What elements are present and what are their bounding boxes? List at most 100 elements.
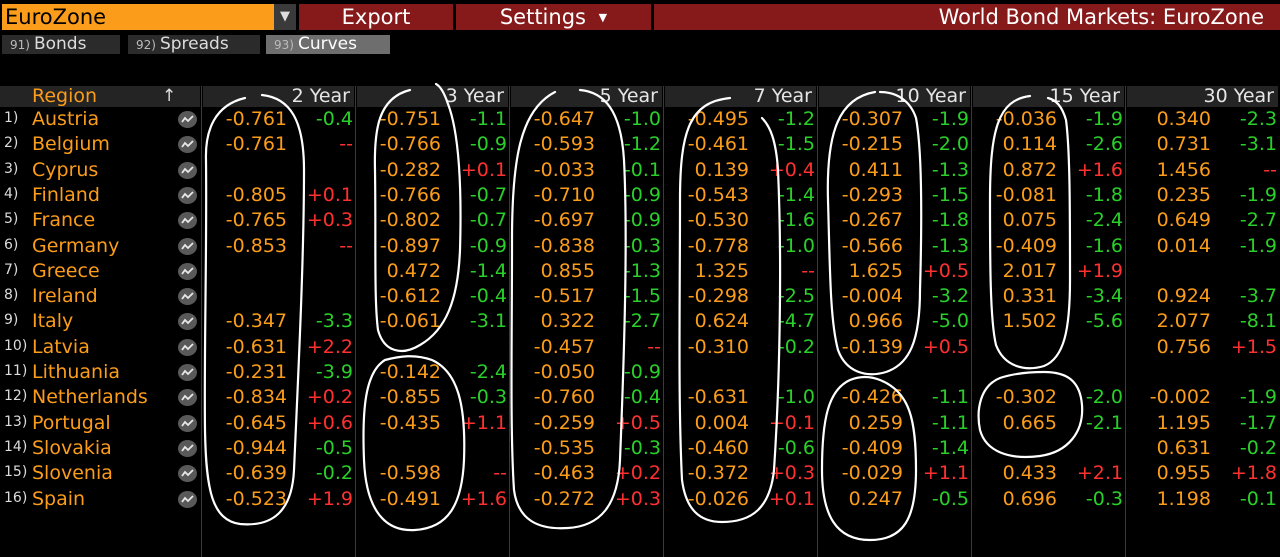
- column-header-15y[interactable]: 15 Year: [973, 86, 1124, 107]
- chart-icon[interactable]: [178, 136, 197, 154]
- yield-value[interactable]: -0.530: [687, 209, 749, 232]
- yield-value[interactable]: -0.460: [687, 436, 749, 459]
- yield-value[interactable]: 0.139: [694, 158, 749, 181]
- yield-value[interactable]: -0.838: [533, 234, 595, 257]
- yield-value[interactable]: -0.491: [379, 487, 441, 510]
- yield-value[interactable]: -0.897: [379, 234, 441, 257]
- yield-value[interactable]: -0.631: [687, 386, 749, 409]
- dropdown-arrow-icon[interactable]: ▼: [274, 4, 296, 30]
- yield-value[interactable]: -0.426: [841, 386, 903, 409]
- yield-value[interactable]: 0.433: [1002, 462, 1057, 485]
- yield-value[interactable]: 0.924: [1156, 285, 1211, 308]
- chart-icon[interactable]: [178, 338, 197, 356]
- yield-value[interactable]: -0.761: [225, 133, 287, 156]
- table-row[interactable]: 7) Greece 0.472 -1.4 0.855 -1.3 1.325 -- 1.625 +0…: [0, 259, 1280, 284]
- table-row[interactable]: 16) Spain -0.523 +1.9 -0.491 +1.6 -0.272 +0.3 -0…: [0, 487, 1280, 512]
- table-row[interactable]: 8) Ireland -0.612 -0.4 -0.517 -1.5 -0.298 -2.5 -…: [0, 284, 1280, 309]
- yield-value[interactable]: 1.625: [848, 259, 903, 282]
- column-header-3y[interactable]: 3 Year: [357, 86, 508, 107]
- yield-value[interactable]: 0.014: [1156, 234, 1211, 257]
- column-header-region[interactable]: Region ↑: [0, 86, 200, 107]
- chart-icon[interactable]: [178, 237, 197, 255]
- column-header-2y[interactable]: 2 Year: [203, 86, 354, 107]
- table-row[interactable]: 2) Belgium -0.761 -- -0.766 -0.9 -0.593 -1.2 -0.…: [0, 132, 1280, 157]
- yield-value[interactable]: -0.302: [995, 386, 1057, 409]
- yield-value[interactable]: -0.457: [533, 335, 595, 358]
- yield-value[interactable]: 2.077: [1156, 310, 1211, 333]
- yield-value[interactable]: -0.645: [225, 411, 287, 434]
- country-name[interactable]: Greece: [32, 259, 100, 282]
- chart-icon[interactable]: [178, 364, 197, 381]
- chart-icon[interactable]: [178, 111, 197, 128]
- yield-value[interactable]: -0.543: [687, 183, 749, 206]
- yield-value[interactable]: -0.409: [995, 234, 1057, 257]
- yield-value[interactable]: 0.114: [1002, 133, 1057, 156]
- yield-value[interactable]: -0.036: [995, 108, 1057, 130]
- yield-value[interactable]: 0.340: [1156, 108, 1211, 130]
- country-name[interactable]: Finland: [32, 183, 100, 206]
- yield-value[interactable]: 1.456: [1156, 158, 1211, 181]
- table-row[interactable]: 6) Germany -0.853 -- -0.897 -0.9 -0.838 -0.3 -0.…: [0, 234, 1280, 259]
- yield-value[interactable]: -0.050: [533, 361, 595, 383]
- yield-value[interactable]: 0.649: [1156, 209, 1211, 232]
- yield-value[interactable]: 0.411: [848, 158, 903, 181]
- table-row[interactable]: 9) Italy -0.347 -3.3 -0.061 -3.1 0.322 -2.7 0.62…: [0, 309, 1280, 334]
- table-row[interactable]: 15) Slovenia -0.639 -0.2 -0.598 -- -0.463 +0.2 -…: [0, 461, 1280, 486]
- yield-value[interactable]: -0.523: [225, 487, 287, 510]
- sort-arrow-icon[interactable]: ↑: [162, 86, 177, 106]
- yield-value[interactable]: -0.778: [687, 234, 749, 257]
- yield-value[interactable]: -0.272: [533, 487, 595, 510]
- tab-curves[interactable]: 93) Curves: [266, 35, 390, 54]
- yield-value[interactable]: 0.235: [1156, 183, 1211, 206]
- yield-value[interactable]: -0.639: [225, 462, 287, 485]
- yield-value[interactable]: -0.259: [533, 411, 595, 434]
- yield-value[interactable]: -0.517: [533, 285, 595, 308]
- yield-value[interactable]: 0.322: [540, 310, 595, 333]
- yield-value[interactable]: -0.307: [841, 108, 903, 130]
- yield-value[interactable]: -0.710: [533, 183, 595, 206]
- yield-value[interactable]: -0.766: [379, 133, 441, 156]
- yield-value[interactable]: -0.944: [225, 436, 287, 459]
- yield-value[interactable]: -0.002: [1149, 386, 1211, 409]
- yield-value[interactable]: -0.372: [687, 462, 749, 485]
- table-row[interactable]: 4) Finland -0.805 +0.1 -0.766 -0.7 -0.710 -0.9 -…: [0, 183, 1280, 208]
- yield-value[interactable]: -0.855: [379, 386, 441, 409]
- yield-value[interactable]: 0.966: [848, 310, 903, 333]
- column-header-5y[interactable]: 5 Year: [511, 86, 662, 107]
- country-name[interactable]: Italy: [32, 310, 74, 333]
- yield-value[interactable]: -0.435: [379, 411, 441, 434]
- country-name[interactable]: France: [32, 209, 96, 232]
- country-name[interactable]: Austria: [32, 108, 100, 130]
- yield-value[interactable]: -0.461: [687, 133, 749, 156]
- chart-icon[interactable]: [178, 313, 197, 331]
- yield-value[interactable]: -0.765: [225, 209, 287, 232]
- yield-value[interactable]: 1.325: [694, 259, 749, 282]
- yield-value[interactable]: -0.463: [533, 462, 595, 485]
- table-row[interactable]: 5) France -0.765 +0.3 -0.802 -0.7 -0.697 -0.9 -0…: [0, 208, 1280, 233]
- chart-icon[interactable]: [178, 212, 197, 230]
- yield-value[interactable]: -0.409: [841, 436, 903, 459]
- yield-value[interactable]: -0.033: [533, 158, 595, 181]
- chart-icon[interactable]: [178, 186, 197, 204]
- chart-icon[interactable]: [178, 288, 197, 306]
- country-name[interactable]: Germany: [32, 234, 120, 257]
- country-name[interactable]: Ireland: [32, 285, 98, 308]
- yield-value[interactable]: -0.267: [841, 209, 903, 232]
- table-row[interactable]: 13) Portugal -0.645 +0.6 -0.435 +1.1 -0.259 +0.…: [0, 411, 1280, 436]
- yield-value[interactable]: 0.696: [1002, 487, 1057, 510]
- yield-value[interactable]: -0.805: [225, 183, 287, 206]
- table-row[interactable]: 11) Lithuania -0.231 -3.9 -0.142 -2.4 -0.050 -0…: [0, 360, 1280, 385]
- yield-value[interactable]: -0.081: [995, 183, 1057, 206]
- yield-value[interactable]: 0.331: [1002, 285, 1057, 308]
- yield-value[interactable]: 0.472: [386, 259, 441, 282]
- yield-value[interactable]: -0.760: [533, 386, 595, 409]
- yield-value[interactable]: -0.139: [841, 335, 903, 358]
- yield-value[interactable]: -0.834: [225, 386, 287, 409]
- yield-value[interactable]: -0.298: [687, 285, 749, 308]
- yield-value[interactable]: -0.293: [841, 183, 903, 206]
- table-row[interactable]: 14) Slovakia -0.944 -0.5 -0.535 -0.3 -0.460 -0.…: [0, 436, 1280, 461]
- yield-value[interactable]: -0.535: [533, 436, 595, 459]
- tab-bonds[interactable]: 91) Bonds: [2, 35, 120, 54]
- tab-spreads[interactable]: 92) Spreads: [128, 35, 260, 54]
- chart-icon[interactable]: [178, 262, 197, 280]
